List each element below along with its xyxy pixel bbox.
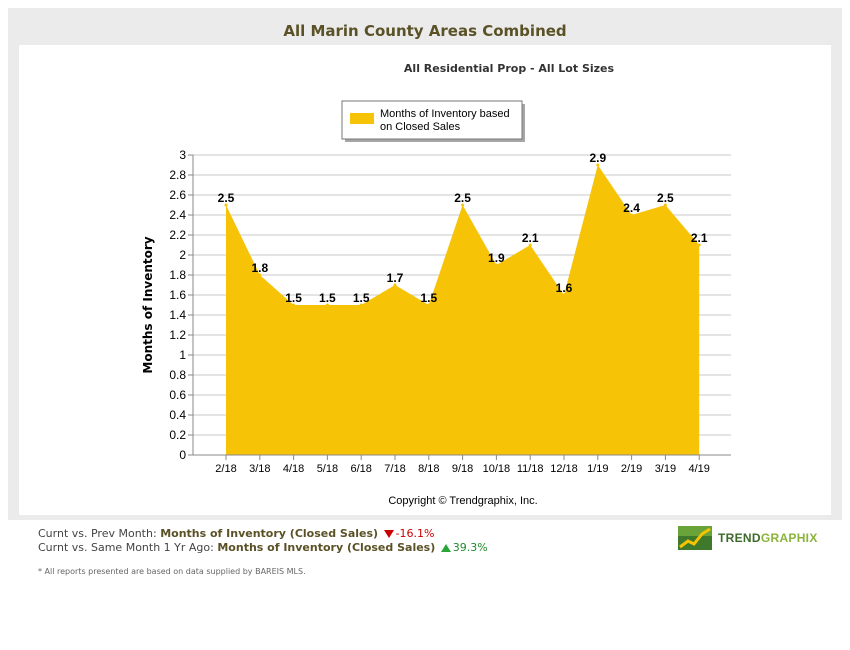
axes: 0 0.2 0.4 0.6 0.8 1 1.2 1.4 1.6 1.8 2 2.2 2.4 2.6 2.8 3… [169, 148, 731, 475]
footer-year-ago: Curnt vs. Same Month 1 Yr Ago: Months of… [38, 541, 488, 554]
x-tick-label: 10/18 [483, 463, 511, 475]
y-tick-label: 1.4 [169, 308, 186, 322]
y-tick-label: 1 [179, 348, 186, 362]
data-point [325, 303, 329, 307]
data-labels: 2.5 1.8 1.5 1.5 1.5 1.7 1.5 2.5 1.9 2.1 1.6 2.9 2.4 2… [218, 151, 708, 305]
data-point [494, 263, 498, 267]
data-label: 2.4 [623, 201, 640, 215]
logo-text-main: TREND [718, 531, 761, 545]
y-tick-label: 1.2 [169, 328, 186, 342]
x-tick-label: 2/19 [621, 463, 642, 475]
data-label: 1.8 [251, 261, 268, 275]
y-tick-label: 0.2 [169, 428, 186, 442]
page-title: All Marin County Areas Combined [283, 22, 567, 40]
year-ago-change: 39.3% [452, 541, 488, 554]
data-point [697, 243, 701, 247]
year-ago-label: Curnt vs. Same Month 1 Yr Ago: [38, 541, 214, 554]
data-point [427, 303, 431, 307]
data-label: 1.7 [387, 271, 404, 285]
data-point [393, 283, 397, 287]
data-point [359, 303, 363, 307]
data-label: 1.5 [319, 291, 336, 305]
y-tick-label: 1.6 [169, 288, 186, 302]
data-label: 2.1 [691, 231, 708, 245]
data-source-note: * All reports presented are based on dat… [38, 567, 306, 576]
data-point [224, 203, 228, 207]
prev-month-label: Curnt vs. Prev Month: [38, 527, 157, 540]
data-point [663, 203, 667, 207]
legend-label-line-2: on Closed Sales [380, 121, 461, 133]
data-point [596, 163, 600, 167]
data-label: 1.9 [488, 251, 505, 265]
x-tick-label: 9/18 [452, 463, 473, 475]
data-label: 2.5 [657, 191, 674, 205]
chart-legend: Months of Inventory based on Closed Sale… [341, 100, 525, 142]
data-label: 2.5 [218, 191, 235, 205]
x-tick-label: 5/18 [317, 463, 338, 475]
data-point [292, 303, 296, 307]
y-tick-label: 2.8 [169, 168, 186, 182]
year-ago-metric: Months of Inventory (Closed Sales) [217, 541, 436, 554]
data-point [258, 273, 262, 277]
y-tick-label: 3 [179, 148, 186, 162]
copyright-text: Copyright © Trendgraphix, Inc. [388, 495, 537, 507]
data-label: 2.9 [589, 151, 606, 165]
y-tick-label: 2.2 [169, 228, 186, 242]
logo-text: TRENDGRAPHIX [718, 531, 818, 545]
data-label: 2.1 [522, 231, 539, 245]
y-tick-label: 0 [179, 448, 186, 462]
data-point [630, 213, 634, 217]
y-tick-label: 1.8 [169, 268, 186, 282]
y-tick-label: 0.6 [169, 388, 186, 402]
data-point [562, 293, 566, 297]
area-fill [226, 165, 700, 455]
logo-text-tail: GRAPHIX [760, 531, 818, 545]
x-tick-label: 11/18 [517, 463, 544, 475]
x-tick-label: 4/19 [688, 463, 709, 475]
x-tick-label: 3/18 [249, 463, 270, 475]
up-arrow-icon [440, 544, 451, 552]
y-tick-label: 2.4 [169, 208, 186, 222]
legend-swatch [350, 113, 374, 124]
data-point [461, 203, 465, 207]
y-tick-label: 2 [179, 248, 186, 262]
y-axis-title: Months of Inventory [141, 236, 155, 373]
down-arrow-icon [383, 530, 394, 538]
x-tick-label: 4/18 [283, 463, 304, 475]
x-tick-label: 8/18 [418, 463, 439, 475]
chart-panel: All Residential Prop - All Lot Sizes Mon… [19, 45, 831, 515]
y-tick-label: 2.6 [169, 188, 186, 202]
x-tick-label: 6/18 [350, 463, 371, 475]
area-series [224, 163, 701, 455]
y-tick-label: 0.8 [169, 368, 186, 382]
x-tick-label: 2/18 [215, 463, 236, 475]
area-chart: All Residential Prop - All Lot Sizes Mon… [141, 62, 731, 507]
data-label: 2.5 [454, 191, 471, 205]
data-point [528, 243, 532, 247]
legend-label-line-1: Months of Inventory based [380, 108, 510, 120]
x-tick-label: 1/19 [587, 463, 608, 475]
prev-month-change: -16.1% [395, 527, 435, 540]
x-tick-label: 3/19 [655, 463, 676, 475]
data-label: 1.5 [420, 291, 437, 305]
y-tick-label: 0.4 [169, 408, 186, 422]
x-tick-label: 7/18 [384, 463, 405, 475]
trend-chart-icon [678, 526, 712, 550]
report-frame: All Marin County Areas Combined All Resi… [8, 8, 842, 520]
data-label: 1.6 [556, 281, 573, 295]
footer-prev-month: Curnt vs. Prev Month: Months of Inventor… [38, 527, 435, 540]
data-label: 1.5 [285, 291, 302, 305]
chart-subtitle: All Residential Prop - All Lot Sizes [404, 62, 615, 75]
prev-month-metric: Months of Inventory (Closed Sales) [160, 527, 379, 540]
data-label: 1.5 [353, 291, 370, 305]
trendgraphix-logo: TRENDGRAPHIX [678, 524, 818, 552]
x-tick-label: 12/18 [550, 463, 578, 475]
